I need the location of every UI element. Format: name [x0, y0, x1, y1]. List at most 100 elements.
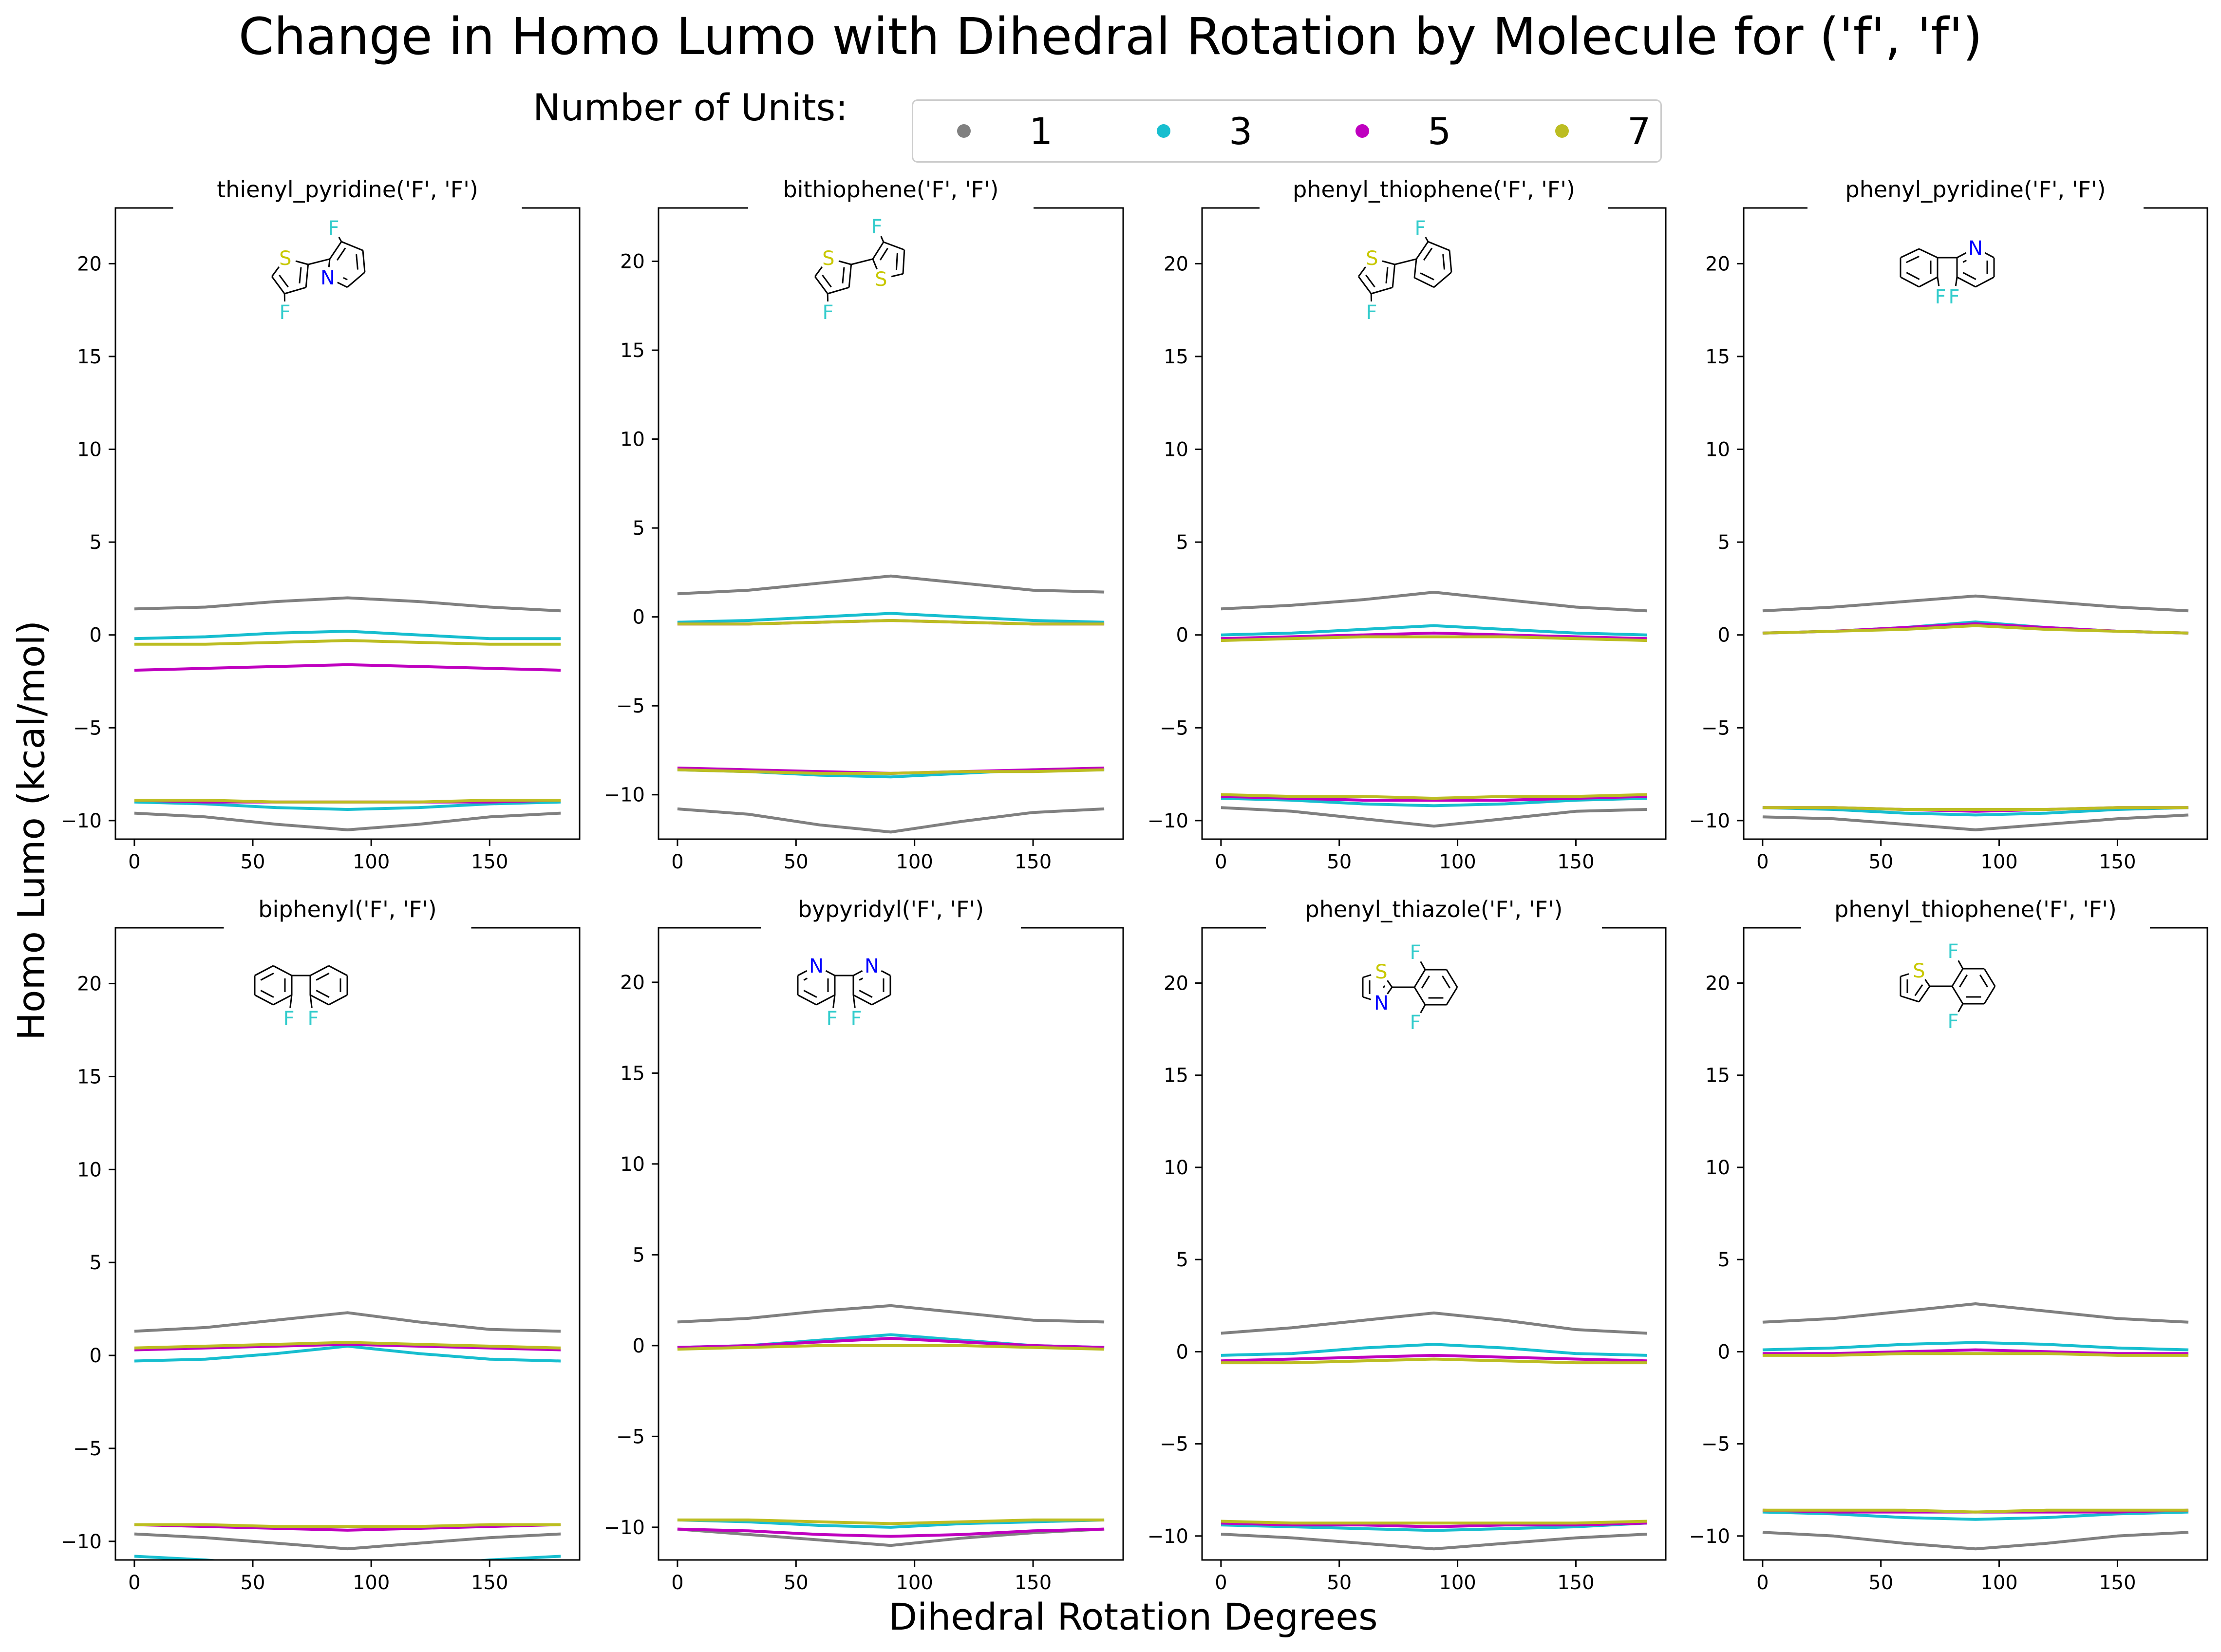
bond: [284, 286, 306, 295]
x-tick-label: 50: [241, 1572, 265, 1594]
bond: [309, 995, 313, 1008]
x-tick-label: 50: [1868, 1572, 1893, 1594]
bond-double: [336, 247, 346, 261]
atom-label: F: [1947, 1011, 1958, 1033]
bond: [1957, 252, 1967, 259]
series-line: [677, 768, 1105, 775]
x-tick-label: 0: [1215, 851, 1227, 873]
y-tick-label: 15: [620, 1062, 645, 1085]
y-tick-label: 15: [620, 339, 645, 362]
series-line: [677, 1344, 1105, 1351]
figure-title: Change in Homo Lumo with Dihedral Rotati…: [238, 7, 1983, 66]
series-line: [1762, 1531, 2189, 1551]
atom-label: N: [1968, 237, 1983, 260]
bond: [814, 276, 828, 294]
subplot-title: phenyl_pyridine('F', 'F'): [1845, 176, 2106, 203]
legend-item: 3: [1157, 101, 1252, 161]
bond: [1975, 276, 1995, 288]
y-tick-label: −10: [61, 810, 102, 832]
bond: [1425, 237, 1429, 242]
bond-double: [1906, 255, 1920, 263]
bond-double: [260, 990, 274, 998]
y-tick-label: −5: [1701, 717, 1730, 739]
y-tick-label: 5: [90, 1252, 102, 1274]
x-tick-label: 100: [1980, 851, 2017, 873]
series-line: [134, 639, 561, 646]
series-line: [677, 1304, 1105, 1324]
atom-label: F: [307, 1008, 319, 1030]
x-tick-label: 0: [128, 1572, 140, 1594]
series-line: [1221, 1520, 1647, 1525]
legend-marker-icon: [1555, 124, 1569, 138]
legend-label: 5: [1428, 109, 1451, 153]
bond: [362, 250, 366, 273]
series-line: [1762, 624, 2189, 635]
atom-label: S: [1913, 960, 1925, 982]
series-line: [1762, 1302, 2189, 1324]
bond-double: [879, 247, 888, 261]
bond-double: [859, 977, 864, 981]
series-line: [677, 807, 1105, 834]
series-line: [134, 1345, 561, 1363]
series-line: [134, 596, 561, 613]
y-tick-label: 20: [1164, 973, 1188, 995]
bond: [853, 970, 863, 976]
bond: [271, 276, 285, 294]
bond: [271, 266, 280, 277]
x-tick-label: 50: [1868, 851, 1893, 873]
y-tick-label: 10: [77, 1159, 102, 1181]
series-line: [1221, 635, 1647, 642]
x-tick-label: 0: [1756, 851, 1769, 873]
x-tick-label: 100: [896, 1572, 933, 1594]
atom-label: F: [871, 216, 882, 238]
legend-marker-icon: [1157, 124, 1170, 138]
x-tick-label: 0: [671, 851, 683, 873]
series-line: [134, 630, 561, 640]
subplot-title-gap: [224, 925, 471, 931]
bond: [883, 241, 905, 251]
subplot-title-gap: [1801, 925, 2150, 931]
subplot-title-gap: [761, 925, 1021, 931]
subplot-title: bithiophene('F', 'F'): [783, 176, 999, 203]
series-line: [677, 1527, 1105, 1547]
atom-label: F: [826, 1008, 837, 1030]
bond: [816, 994, 835, 1006]
series-line: [677, 1337, 1105, 1349]
y-tick-label: 5: [1718, 1249, 1730, 1271]
y-tick-label: 5: [90, 531, 102, 554]
bond: [1449, 250, 1452, 273]
bond: [1900, 248, 1920, 259]
y-tick-label: 5: [1176, 531, 1188, 554]
y-tick-label: −10: [1148, 810, 1188, 832]
subplot-title-gap: [748, 205, 1034, 211]
bond: [337, 282, 348, 288]
y-tick-label: 10: [620, 429, 645, 451]
bond: [254, 965, 274, 976]
y-tick-label: 15: [1164, 346, 1188, 368]
bond: [852, 995, 856, 1008]
bond-double: [1423, 247, 1433, 261]
bond: [1919, 276, 1938, 288]
y-tick-label: 0: [633, 1335, 645, 1357]
series-line: [1221, 1357, 1647, 1365]
x-tick-label: 0: [671, 1572, 683, 1594]
bond: [289, 995, 293, 1008]
series-line: [1762, 1508, 2189, 1514]
y-tick-label: 0: [90, 1345, 102, 1367]
series-line: [1221, 1343, 1647, 1357]
atom-label: S: [875, 268, 887, 291]
series-line: [1221, 806, 1647, 828]
bond: [814, 266, 823, 277]
bond: [797, 994, 817, 1006]
bond-double: [1979, 974, 1989, 988]
series-line: [1762, 1510, 2189, 1521]
bond: [1433, 271, 1452, 288]
x-tick-label: 100: [353, 1572, 390, 1594]
y-tick-label: 10: [77, 439, 102, 461]
bond-double: [895, 253, 898, 270]
